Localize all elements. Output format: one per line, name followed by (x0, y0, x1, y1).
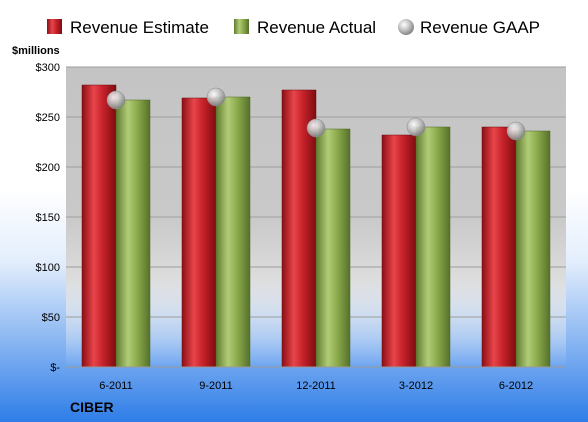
marker-revenue-gaap (106, 90, 126, 110)
legend-item-actual: Revenue Actual (234, 18, 376, 37)
marker-revenue-gaap (306, 118, 326, 138)
y-tick-label: $150 (36, 212, 60, 224)
y-tick-label: $100 (36, 262, 60, 274)
y-tick-label: $300 (36, 62, 60, 74)
bar-revenue-actual (415, 126, 451, 368)
legend-item-estimate: Revenue Estimate (47, 18, 209, 37)
legend: Revenue Estimate Revenue Actual Revenue … (47, 18, 540, 37)
x-tick-label: 9-2011 (199, 380, 232, 392)
x-axis-ticks: 6-2011 9-2011 12-2011 3-2012 6-2012 (99, 380, 533, 392)
bar-revenue-actual (115, 99, 151, 368)
bar-revenue-actual (315, 128, 351, 368)
legend-swatch-gaap (398, 19, 414, 35)
bar-revenue-actual (515, 130, 551, 368)
y-tick-label: $- (50, 362, 60, 374)
gaap-markers (106, 87, 526, 141)
bar-revenue-estimate (81, 84, 117, 368)
x-tick-label: 6-2012 (499, 380, 533, 392)
x-tick-label: 12-2011 (296, 380, 336, 392)
marker-revenue-gaap (206, 87, 226, 107)
y-tick-label: $50 (42, 312, 60, 324)
legend-label-gaap: Revenue GAAP (420, 18, 540, 37)
legend-item-gaap: Revenue GAAP (398, 18, 540, 37)
bar-revenue-estimate (281, 89, 317, 368)
x-tick-label: 6-2011 (99, 380, 132, 392)
legend-swatch-actual (234, 19, 249, 34)
y-tick-label: $200 (36, 162, 60, 174)
marker-revenue-gaap (506, 121, 526, 141)
bars (81, 84, 551, 368)
legend-label-actual: Revenue Actual (257, 18, 376, 37)
bar-revenue-estimate (381, 134, 417, 368)
unit-label: $millions (12, 45, 60, 57)
bar-revenue-estimate (481, 126, 517, 368)
bar-revenue-estimate (181, 97, 217, 368)
legend-swatch-estimate (47, 19, 62, 34)
y-tick-label: $250 (36, 112, 60, 124)
legend-label-estimate: Revenue Estimate (70, 18, 209, 37)
y-axis-ticks: $- $50 $100 $150 $200 $250 $300 (36, 62, 61, 374)
x-tick-label: 3-2012 (399, 380, 433, 392)
company-label: CIBER (70, 399, 114, 415)
bar-revenue-actual (215, 96, 251, 368)
marker-revenue-gaap (406, 117, 426, 137)
